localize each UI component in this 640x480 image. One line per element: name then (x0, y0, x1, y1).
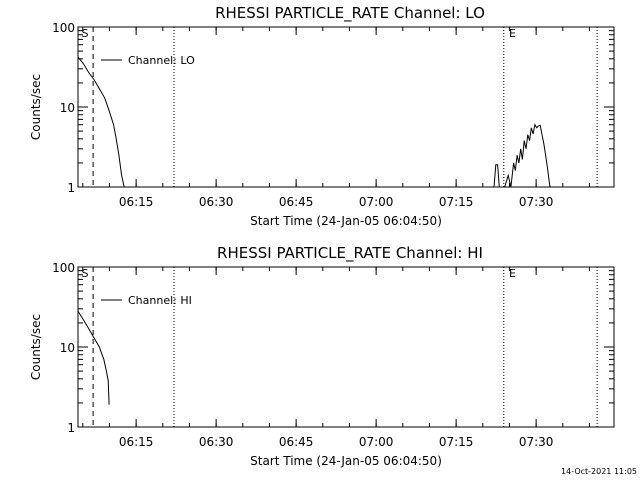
x-tick-label: 06:30 (199, 435, 234, 449)
y-tick-label: 1 (67, 181, 75, 195)
marker-label-s: S (81, 267, 88, 280)
x-tick-label: 07:30 (519, 435, 554, 449)
y-tick-label: 1 (67, 421, 75, 435)
legend-label: Channel: HI (128, 294, 192, 307)
y-tick-label: 10 (60, 341, 75, 355)
y-tick-label: 100 (52, 261, 75, 275)
plot-frame (77, 26, 615, 188)
x-tick-label: 07:00 (359, 195, 394, 209)
x-tick-label: 06:15 (119, 435, 154, 449)
x-tick-label: 07:15 (439, 435, 474, 449)
plot-frame (77, 266, 615, 428)
x-axis-label: Start Time (24-Jan-05 06:04:50) (250, 454, 442, 468)
timestamp-label: 14-Oct-2021 11:05 (561, 467, 637, 476)
x-tick-label: 06:45 (279, 195, 314, 209)
x-tick-label: 06:15 (119, 195, 154, 209)
y-axis-label: Counts/sec (29, 314, 43, 380)
series-line (504, 123, 551, 188)
x-tick-label: 06:30 (199, 195, 234, 209)
x-tick-label: 07:00 (359, 435, 394, 449)
series-line (77, 56, 125, 188)
legend-label: Channel: LO (128, 54, 195, 67)
marker-label-s: S (81, 27, 88, 40)
marker-label-e: E (509, 27, 516, 40)
x-tick-label: 07:15 (439, 195, 474, 209)
y-tick-label: 100 (52, 21, 75, 35)
chart-title: RHESSI PARTICLE_RATE Channel: LO (215, 4, 485, 23)
x-tick-label: 06:45 (279, 435, 314, 449)
y-axis-label: Counts/sec (29, 74, 43, 140)
series-line (77, 310, 110, 405)
x-tick-label: 07:30 (519, 195, 554, 209)
chart-title: RHESSI PARTICLE_RATE Channel: HI (217, 244, 483, 263)
series-line (493, 164, 500, 188)
panel-hi: RHESSI PARTICLE_RATE Channel: HI 1 10 100 Co… (29, 244, 615, 468)
panel-lo: RHESSI PARTICLE_RATE Channel: LO 1 10 100 Co… (29, 4, 615, 228)
marker-label-e: E (509, 267, 516, 280)
y-tick-label: 10 (60, 101, 75, 115)
x-axis-label: Start Time (24-Jan-05 06:04:50) (250, 214, 442, 228)
